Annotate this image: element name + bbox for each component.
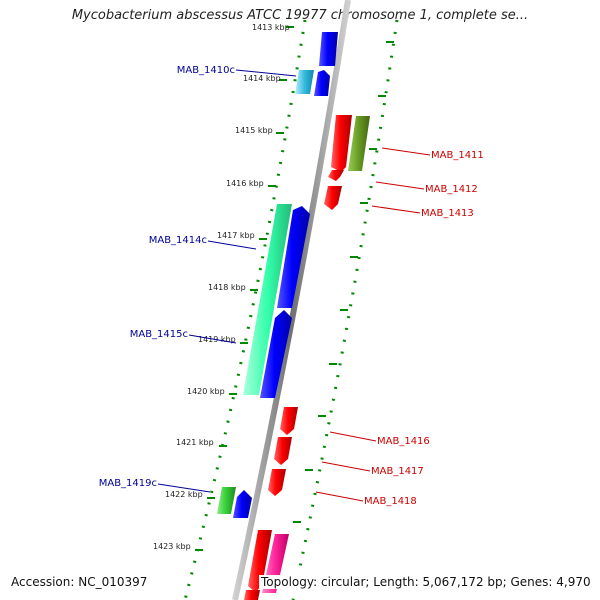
forward-cds-features — [244, 115, 352, 600]
cds-forward[interactable] — [244, 590, 260, 600]
tick-label: 1421 kbp — [176, 438, 214, 447]
cds-forward[interactable] — [328, 170, 344, 181]
tick-label: 1420 kbp — [187, 387, 225, 396]
gene-label[interactable]: MAB_1417 — [371, 466, 424, 477]
topology-label: Topology: circular; Length: 5,067,172 bp… — [259, 575, 593, 589]
map-title: Mycobacterium abscessus ATCC 19977 chrom… — [71, 8, 529, 23]
tick-label: 1418 kbp — [208, 283, 246, 292]
cds-reverse[interactable] — [319, 32, 338, 66]
cds-reverse[interactable] — [233, 490, 252, 518]
cds-forward[interactable] — [324, 186, 342, 210]
tick-label: 1422 kbp — [165, 490, 203, 499]
gene-label[interactable]: MAB_1411 — [431, 150, 484, 161]
cds-reverse[interactable] — [277, 206, 310, 308]
gene-label[interactable]: MAB_1416 — [377, 436, 430, 447]
gene-label[interactable]: MAB_1419c — [99, 478, 157, 489]
gene-labels-reverse: MAB_1410c MAB_1414c MAB_1415c MAB_1419c — [99, 65, 235, 489]
leader-line — [371, 205, 421, 214]
cds-forward[interactable] — [248, 530, 272, 592]
tick-label: 1417 kbp — [217, 231, 255, 240]
tick-label: 1416 kbp — [226, 179, 264, 188]
gene-label[interactable]: MAB_1414c — [149, 235, 207, 246]
orf-cyan[interactable] — [295, 70, 314, 94]
orf-track-inner — [183, 19, 307, 600]
gene-label[interactable]: MAB_1412 — [425, 184, 478, 195]
reverse-cds-features — [233, 32, 338, 518]
leader-line — [321, 461, 371, 472]
leader-line — [315, 491, 364, 502]
tick-label: 1413 kbp — [252, 23, 290, 32]
leader-line — [188, 334, 237, 344]
gene-label[interactable]: MAB_1413 — [421, 208, 474, 219]
orf-track-outer — [291, 19, 399, 600]
tick-label: 1415 kbp — [235, 126, 273, 135]
gene-label[interactable]: MAB_1415c — [130, 329, 188, 340]
tick-marks — [195, 26, 394, 551]
gene-label[interactable]: MAB_1418 — [364, 496, 417, 507]
tick-label: 1423 kbp — [153, 542, 191, 551]
orf-olive[interactable] — [348, 116, 370, 171]
leader-line — [381, 147, 431, 156]
leader-line — [157, 483, 211, 493]
cds-reverse[interactable] — [314, 70, 330, 96]
chromosome-backbone — [232, 0, 351, 600]
cds-reverse[interactable] — [260, 310, 292, 398]
orf-teal[interactable] — [243, 204, 292, 395]
cds-forward[interactable] — [268, 469, 286, 496]
gene-label[interactable]: MAB_1410c — [177, 65, 235, 76]
leader-line — [375, 181, 425, 190]
leader-line — [329, 431, 377, 442]
cds-forward[interactable] — [274, 437, 292, 465]
tick-label: 1414 kbp — [243, 74, 281, 83]
leader-line — [235, 69, 297, 77]
leader-line — [207, 240, 257, 250]
gene-leader-lines — [157, 69, 431, 502]
gene-labels-forward: MAB_1411 MAB_1412 MAB_1413 MAB_1416 MAB_… — [364, 150, 484, 507]
cds-forward[interactable] — [280, 407, 298, 435]
accession-label: Accession: NC_010397 — [9, 575, 150, 589]
orf-green[interactable] — [217, 487, 236, 514]
cds-forward[interactable] — [331, 115, 352, 172]
